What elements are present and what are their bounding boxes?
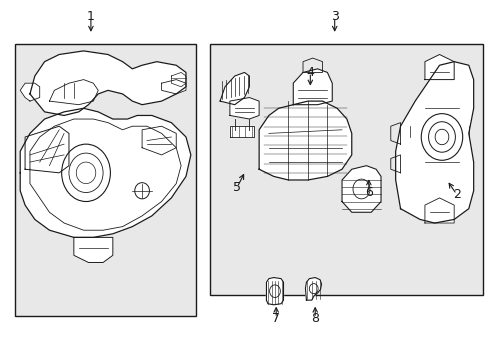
Text: 6: 6 <box>364 186 372 199</box>
Polygon shape <box>266 278 283 305</box>
Polygon shape <box>20 108 190 237</box>
Polygon shape <box>424 198 453 223</box>
Polygon shape <box>74 237 113 262</box>
Polygon shape <box>293 69 331 105</box>
Polygon shape <box>220 72 249 105</box>
Polygon shape <box>20 83 40 101</box>
Text: 1: 1 <box>87 10 95 23</box>
Text: 8: 8 <box>310 311 319 325</box>
Text: 7: 7 <box>272 311 280 325</box>
Polygon shape <box>305 278 321 300</box>
Polygon shape <box>25 126 69 173</box>
Polygon shape <box>259 101 351 180</box>
Polygon shape <box>161 80 185 94</box>
Bar <box>210 44 483 295</box>
Text: 5: 5 <box>233 181 241 194</box>
Polygon shape <box>30 51 185 116</box>
Polygon shape <box>341 166 380 212</box>
Text: 2: 2 <box>452 188 460 201</box>
Polygon shape <box>229 98 259 119</box>
Polygon shape <box>395 62 473 223</box>
Bar <box>15 44 195 316</box>
Polygon shape <box>229 126 254 137</box>
Polygon shape <box>142 126 176 155</box>
Text: 4: 4 <box>306 66 314 79</box>
Text: 3: 3 <box>330 10 338 23</box>
Polygon shape <box>424 54 453 80</box>
